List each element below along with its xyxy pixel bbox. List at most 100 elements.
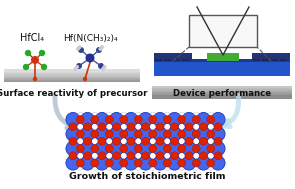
Circle shape — [199, 137, 207, 145]
Bar — [164, 59, 171, 61]
Circle shape — [83, 137, 91, 145]
Circle shape — [211, 156, 225, 170]
Bar — [262, 59, 269, 61]
Circle shape — [69, 137, 77, 145]
Circle shape — [98, 137, 106, 145]
Circle shape — [156, 152, 164, 160]
Circle shape — [98, 123, 106, 131]
Bar — [4, 74, 140, 75]
Circle shape — [163, 115, 171, 123]
Circle shape — [134, 115, 142, 123]
Bar — [155, 59, 162, 61]
Circle shape — [66, 112, 80, 126]
Circle shape — [83, 152, 91, 160]
Circle shape — [211, 156, 225, 170]
Bar — [4, 68, 140, 70]
Bar — [4, 73, 140, 74]
Circle shape — [120, 145, 128, 153]
Circle shape — [76, 130, 84, 138]
Circle shape — [185, 123, 193, 131]
Circle shape — [124, 127, 138, 141]
Circle shape — [101, 67, 105, 71]
Circle shape — [185, 152, 193, 160]
Bar — [280, 59, 287, 61]
Circle shape — [95, 156, 109, 170]
Circle shape — [199, 152, 207, 160]
Circle shape — [41, 64, 47, 70]
Circle shape — [199, 123, 207, 131]
Circle shape — [127, 137, 135, 145]
Circle shape — [69, 137, 77, 145]
Circle shape — [168, 142, 181, 156]
Circle shape — [83, 152, 91, 160]
Circle shape — [66, 127, 80, 141]
Bar — [4, 72, 140, 73]
Circle shape — [142, 137, 150, 145]
Circle shape — [76, 145, 84, 153]
Circle shape — [149, 115, 157, 123]
Circle shape — [163, 130, 171, 138]
Circle shape — [138, 156, 153, 170]
Circle shape — [192, 130, 200, 138]
Circle shape — [112, 123, 120, 131]
Circle shape — [98, 152, 106, 160]
Bar — [189, 15, 257, 47]
Circle shape — [109, 142, 124, 156]
Circle shape — [138, 127, 153, 141]
Circle shape — [211, 127, 225, 141]
Circle shape — [95, 127, 109, 141]
Circle shape — [142, 123, 150, 131]
Circle shape — [134, 159, 142, 167]
Circle shape — [120, 130, 128, 138]
Circle shape — [69, 123, 77, 131]
Circle shape — [196, 142, 211, 156]
Circle shape — [96, 47, 102, 53]
Circle shape — [185, 152, 193, 160]
Circle shape — [168, 142, 181, 156]
Circle shape — [156, 123, 164, 131]
Circle shape — [91, 163, 98, 170]
Circle shape — [76, 159, 84, 167]
Circle shape — [168, 112, 181, 126]
Circle shape — [127, 123, 135, 131]
Circle shape — [105, 130, 113, 138]
Circle shape — [163, 159, 171, 167]
Circle shape — [23, 64, 29, 70]
Circle shape — [105, 115, 113, 123]
Circle shape — [95, 142, 109, 156]
Circle shape — [182, 127, 196, 141]
Circle shape — [182, 156, 196, 170]
Circle shape — [69, 152, 77, 160]
Text: Surface reactivity of precursor: Surface reactivity of precursor — [0, 89, 147, 98]
FancyArrowPatch shape — [223, 96, 239, 127]
Circle shape — [81, 127, 94, 141]
Circle shape — [192, 145, 200, 153]
Bar — [154, 53, 192, 61]
Circle shape — [207, 130, 215, 138]
Circle shape — [207, 163, 214, 170]
Circle shape — [127, 152, 135, 160]
Circle shape — [81, 156, 94, 170]
Circle shape — [112, 137, 120, 145]
Bar — [152, 89, 292, 91]
Circle shape — [149, 163, 156, 170]
Circle shape — [81, 142, 94, 156]
Circle shape — [109, 156, 124, 170]
Circle shape — [91, 145, 99, 153]
Circle shape — [98, 137, 106, 145]
Circle shape — [91, 115, 99, 123]
Circle shape — [211, 112, 225, 126]
Circle shape — [153, 112, 167, 126]
Circle shape — [124, 142, 138, 156]
Circle shape — [178, 115, 186, 123]
Bar — [182, 59, 189, 61]
Circle shape — [109, 142, 124, 156]
Circle shape — [149, 145, 157, 153]
Text: Device performance: Device performance — [173, 89, 271, 98]
Circle shape — [178, 145, 186, 153]
Circle shape — [109, 127, 124, 141]
Circle shape — [196, 142, 211, 156]
Circle shape — [149, 112, 156, 119]
Circle shape — [124, 127, 138, 141]
Circle shape — [106, 163, 113, 170]
